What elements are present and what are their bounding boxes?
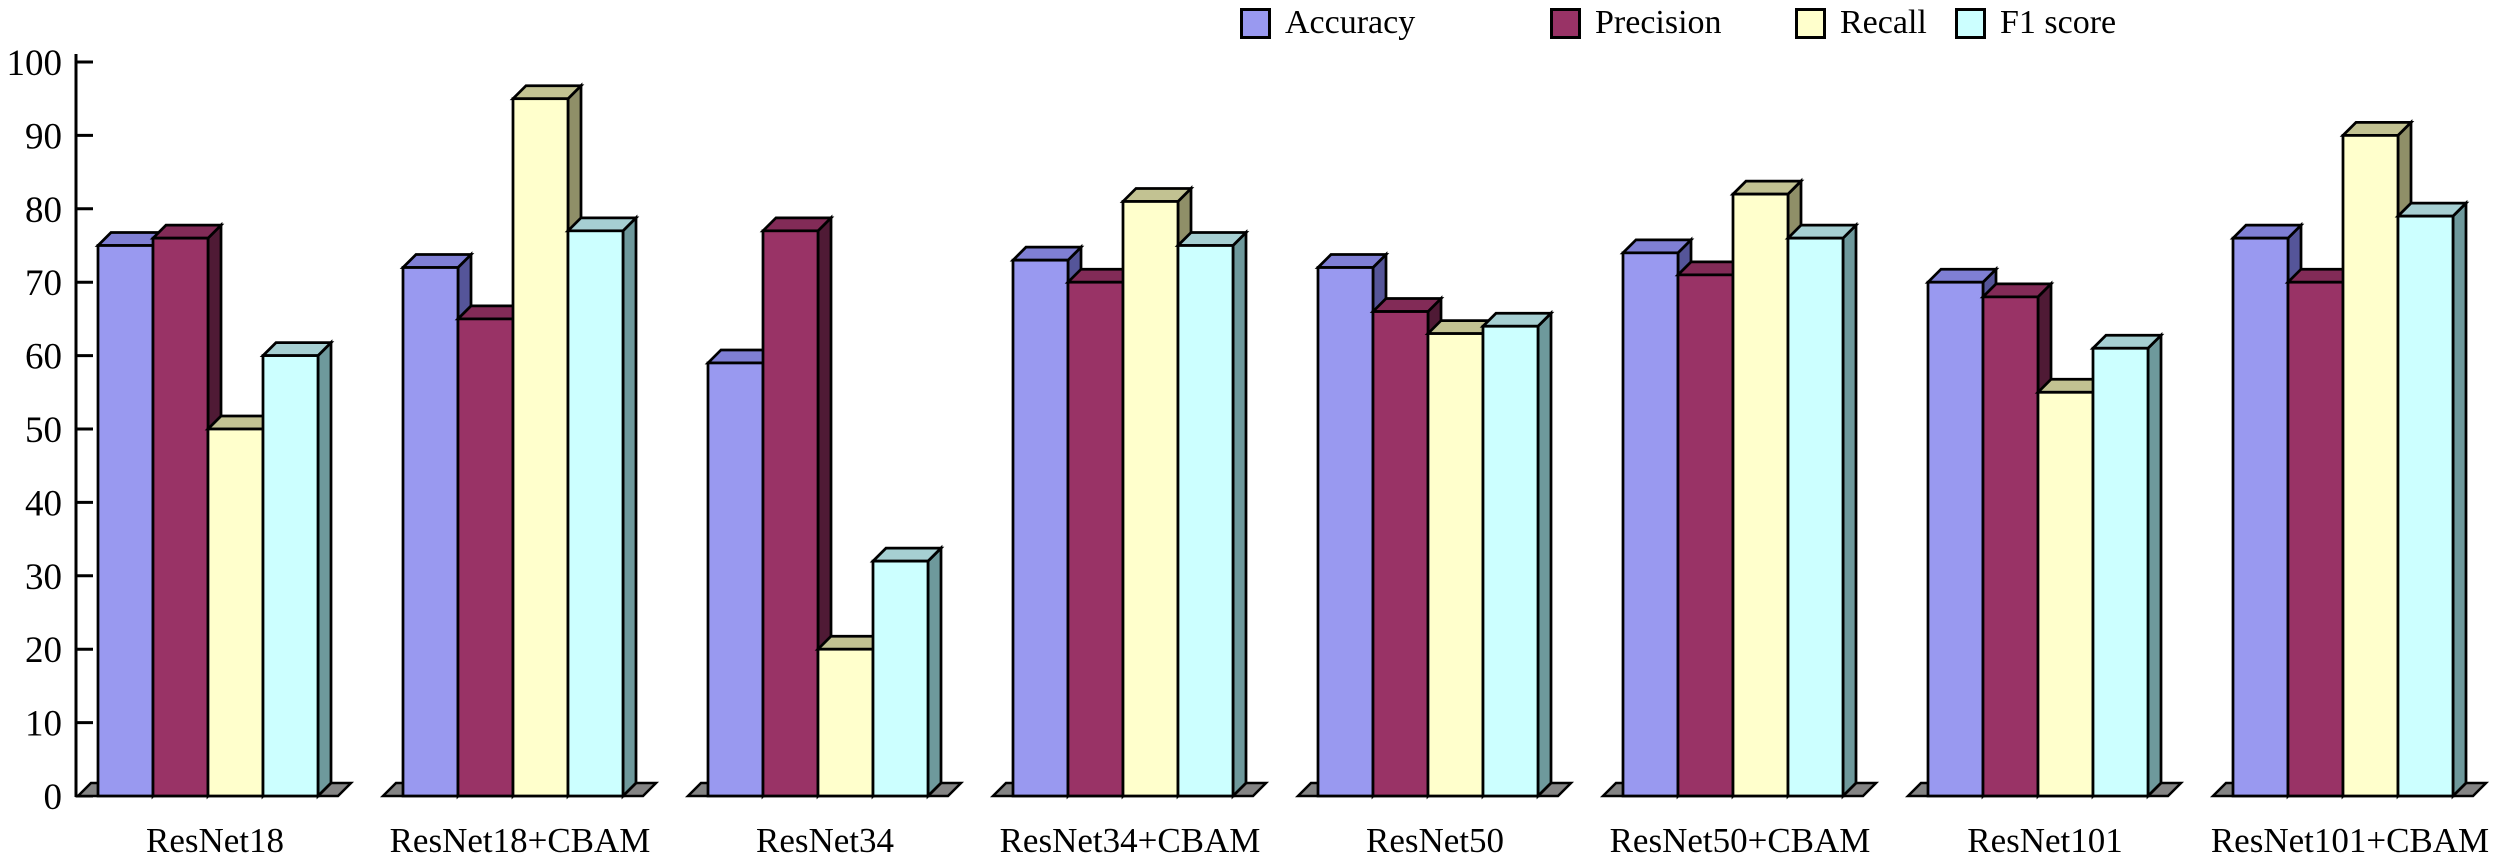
bar-accuracy-resnet50+cbam bbox=[1619, 236, 1695, 800]
legend-item-f1score: F1 score bbox=[1955, 6, 2116, 40]
legend-item-precision: Precision bbox=[1550, 6, 1722, 40]
legend-label-recall: Recall bbox=[1840, 4, 1927, 41]
legend-label-precision: Precision bbox=[1595, 4, 1722, 41]
y-tick-label: 30 bbox=[25, 557, 62, 598]
y-tick-label: 70 bbox=[25, 263, 62, 304]
legend-swatch-recall bbox=[1795, 7, 1826, 39]
x-axis-label: ResNet34+CBAM bbox=[1000, 821, 1261, 860]
legend-item-recall: Recall bbox=[1795, 6, 1927, 40]
y-tick-label: 0 bbox=[44, 777, 63, 818]
x-axis-label: ResNet34 bbox=[756, 821, 894, 860]
bar-f1-score-resnet50+cbam bbox=[1784, 221, 1860, 800]
legend-label-f1score: F1 score bbox=[2000, 4, 2117, 41]
x-axis-label: ResNet101+CBAM bbox=[2211, 821, 2489, 860]
legend-swatch-f1score bbox=[1955, 7, 1986, 39]
y-tick-label: 100 bbox=[7, 43, 63, 84]
bar-f1-score-resnet50 bbox=[1479, 309, 1555, 800]
legend-label-accuracy: Accuracy bbox=[1285, 4, 1416, 41]
bar-f1-score-resnet34+cbam bbox=[1174, 229, 1250, 800]
y-tick-label: 40 bbox=[25, 483, 62, 524]
y-axis: 0 10 20 30 40 50 60 70 80 90 100 bbox=[7, 43, 93, 818]
y-tick-label: 50 bbox=[25, 410, 62, 451]
x-axis-label: ResNet18 bbox=[146, 821, 284, 860]
legend-item-accuracy: Accuracy bbox=[1240, 6, 1415, 40]
x-axis-label: ResNet50+CBAM bbox=[1610, 821, 1871, 860]
y-tick-label: 20 bbox=[25, 630, 62, 671]
bars bbox=[94, 82, 2470, 800]
bar-accuracy-resnet101 bbox=[1924, 265, 2000, 800]
bar-f1-score-resnet101 bbox=[2089, 331, 2165, 800]
x-axis-labels: ResNet18 ResNet18+CBAM ResNet34 ResNet34+CB… bbox=[146, 821, 2489, 860]
x-axis-label: ResNet50 bbox=[1366, 821, 1504, 860]
legend: Accuracy Precision Recall F1 score bbox=[0, 0, 2493, 48]
x-axis-label: ResNet18+CBAM bbox=[390, 821, 651, 860]
bar-f1-score-resnet18 bbox=[259, 339, 335, 800]
y-tick-label: 80 bbox=[25, 190, 62, 231]
y-tick-label: 60 bbox=[25, 337, 62, 378]
legend-swatch-precision bbox=[1550, 7, 1581, 39]
bar-f1-score-resnet34 bbox=[869, 544, 945, 800]
y-tick-label: 90 bbox=[25, 116, 62, 157]
y-tick-label: 10 bbox=[25, 704, 62, 745]
bar-f1-score-resnet18+cbam bbox=[564, 214, 640, 800]
bar-f1-score-resnet101+cbam bbox=[2394, 199, 2470, 800]
x-axis-label: ResNet101 bbox=[1967, 821, 2123, 860]
legend-swatch-accuracy bbox=[1240, 7, 1271, 39]
